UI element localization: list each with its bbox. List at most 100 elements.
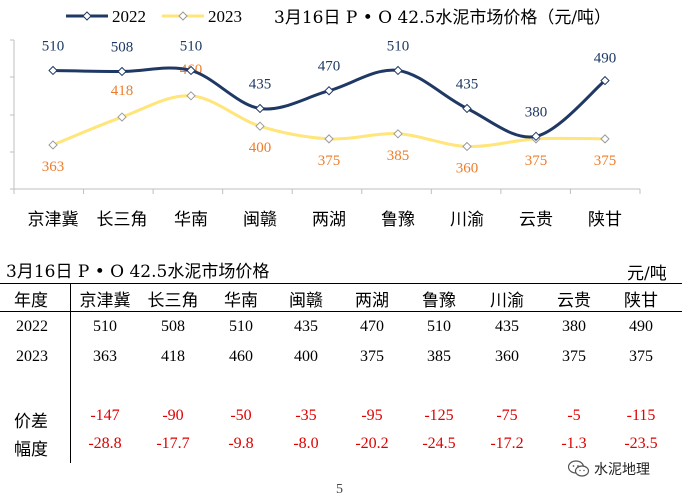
series-2022-marker-1 — [117, 66, 127, 77]
table-header-rule — [0, 311, 682, 312]
table-cell-2022-8: 490 — [629, 318, 653, 335]
table-label-column-rule — [70, 283, 71, 463]
table-diff-3: -35 — [295, 407, 317, 424]
legend-label-2023: 2023 — [208, 7, 242, 26]
table-cell-2022-4: 470 — [360, 318, 384, 335]
series-2023-marker-4 — [324, 134, 334, 144]
series-2022-label-3: 435 — [249, 76, 272, 92]
table-cell-2022-0: 510 — [93, 318, 117, 335]
table-header-3: 闽赣 — [289, 291, 323, 311]
series-2023-label-3: 400 — [249, 140, 272, 156]
legend-marker-2023 — [178, 11, 188, 21]
series-2022-marker-2 — [186, 65, 196, 76]
series-2023-marker-0 — [48, 140, 58, 150]
x-tick-label-8: 陕甘 — [588, 210, 622, 230]
table-pct-7: -1.3 — [561, 435, 587, 452]
table-pct-0: -28.8 — [88, 435, 122, 452]
table-header-label: 年度 — [14, 291, 48, 311]
table-diff-1: -90 — [162, 407, 184, 424]
table-pct-1: -17.7 — [156, 435, 190, 452]
series-2022-marker-8 — [600, 75, 610, 86]
table-header-1: 长三角 — [147, 291, 199, 311]
series-2023-label-4: 375 — [318, 153, 341, 169]
table-row-label-2022: 2022 — [16, 318, 48, 335]
table-row-label-2023: 2023 — [16, 348, 48, 365]
series-2022-label-7: 380 — [525, 104, 548, 120]
table-diff-label: 价差 — [14, 412, 48, 432]
x-tick-labels: 京津冀 长三角 华南 闽赣 两湖 鲁豫 川渝 云贵 陕甘 — [28, 210, 623, 230]
series-2022-label-2: 510 — [180, 38, 203, 54]
series-2022-marker-6 — [462, 103, 472, 114]
x-tick-label-7: 云贵 — [519, 210, 553, 230]
table-header-5: 鲁豫 — [422, 291, 456, 311]
table-title: 3月16日 P • O 42.5水泥市场价格 — [6, 262, 270, 282]
series-2023-marker-3 — [255, 121, 265, 131]
table-pct-2: -9.8 — [228, 435, 254, 452]
series-2023-label-0: 363 — [42, 159, 65, 175]
table-diff-6: -75 — [496, 407, 518, 424]
table-cell-2023-6: 360 — [495, 348, 519, 365]
legend-label-2022: 2022 — [112, 7, 146, 26]
table-cell-2022-7: 380 — [562, 318, 586, 335]
legend-marker-2022 — [82, 11, 92, 21]
series-2022-label-5: 510 — [387, 38, 410, 54]
series-2022-label-0: 510 — [42, 38, 65, 54]
table-header-6: 川渝 — [490, 291, 524, 311]
table-cell-2022-3: 435 — [294, 318, 318, 335]
chart-axes — [10, 39, 641, 194]
watermark-text: 水泥地理 — [594, 462, 650, 478]
table-cell-2022-6: 435 — [495, 318, 519, 335]
x-tick-label-5: 鲁豫 — [381, 210, 415, 230]
table-cell-2022-5: 510 — [427, 318, 451, 335]
series-2022-marker-0 — [48, 65, 58, 76]
x-tick-label-4: 两湖 — [312, 210, 346, 230]
series-2023-marker-8 — [600, 134, 610, 144]
series-2023-marker-1 — [117, 112, 127, 122]
series-2023-label-7: 375 — [525, 153, 548, 169]
table-pct-3: -8.0 — [293, 435, 319, 452]
series-2022-marker-5 — [393, 65, 403, 76]
x-tick-label-2: 华南 — [174, 210, 208, 230]
watermark: 水泥地理 — [568, 457, 678, 481]
series-2022-label-4: 470 — [318, 59, 341, 75]
table-diff-7: -5 — [567, 407, 581, 424]
series-2022-label-6: 435 — [456, 76, 479, 92]
table-pct-6: -17.2 — [490, 435, 524, 452]
table-cell-2023-3: 400 — [294, 348, 318, 365]
series-2022-label-1: 508 — [111, 39, 134, 55]
table-cell-2023-4: 375 — [360, 348, 384, 365]
series-2023-label-8: 375 — [594, 153, 617, 169]
series-2022-line — [52, 66, 606, 139]
table-cell-2023-8: 375 — [629, 348, 653, 365]
table-top-rule — [0, 283, 682, 284]
table-pct-4: -20.2 — [355, 435, 389, 452]
series-2023-marker-5 — [393, 129, 403, 139]
price-table: 3月16日 P • O 42.5水泥市场价格 元/吨 年度 京津冀 长三角 华南 闽赣 两湖 鲁… — [0, 255, 682, 465]
wechat-icon — [568, 460, 590, 477]
table-pct-5: -24.5 — [422, 435, 456, 452]
table-pct-8: -23.5 — [624, 435, 658, 452]
x-tick-label-3: 闽赣 — [243, 210, 277, 230]
table-diff-4: -95 — [361, 407, 383, 424]
series-2023-marker-6 — [462, 141, 472, 152]
table-header-8: 陕甘 — [624, 291, 658, 311]
chart-series: 3634184604003753853603753755105085104354… — [42, 38, 617, 176]
series-2022: 510 508 510 435 470 510 435 380 490 — [42, 38, 616, 142]
series-2023-label-6: 360 — [456, 160, 479, 176]
x-tick-label-1: 长三角 — [97, 210, 148, 230]
table-header-4: 两湖 — [355, 291, 389, 311]
table-diff-2: -50 — [230, 407, 252, 424]
table-cell-2023-0: 363 — [93, 348, 117, 365]
table-header-7: 云贵 — [557, 291, 591, 311]
series-2023-label-1: 418 — [111, 83, 134, 99]
table-cell-2022-1: 508 — [161, 318, 185, 335]
series-2023-marker-2 — [186, 91, 196, 101]
table-diff-0: -147 — [90, 407, 120, 424]
series-2022-marker-7 — [531, 131, 541, 142]
table-cell-2023-7: 375 — [562, 348, 586, 365]
table-cell-2023-5: 385 — [427, 348, 451, 365]
x-tick-label-6: 川渝 — [450, 210, 484, 230]
price-line-chart: 2022 2023 3月16日 P • O 42.5水泥市场价格（元/吨） 363… — [10, 7, 641, 230]
